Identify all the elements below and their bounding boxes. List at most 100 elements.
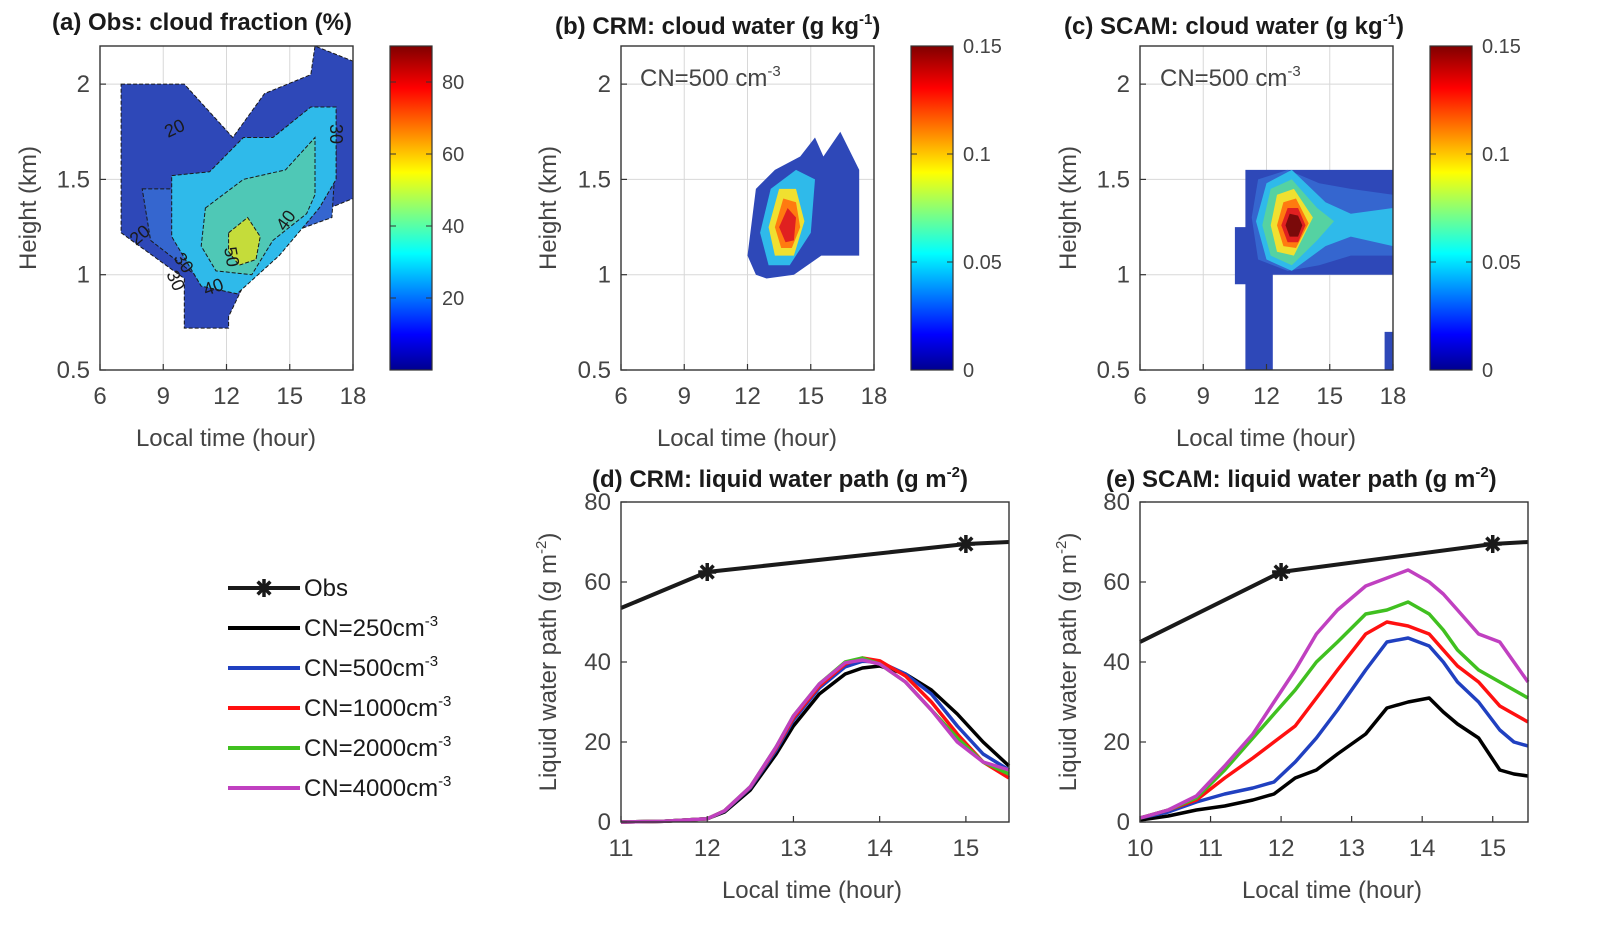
legend-label-sup: -3 [438,773,451,790]
panel-d-ticks: 11 12 13 14 15 0 20 40 60 80 [584,489,979,862]
colorbar-tick-label: 0 [963,360,974,382]
y-tick-label: 0 [1117,809,1130,836]
y-tick-label: 0.5 [578,357,611,384]
legend-label-sup: -3 [425,653,438,670]
legend-label: CN=2000cm-3 [304,733,451,762]
x-tick-label: 11 [609,835,634,862]
x-tick-label: 14 [866,835,893,862]
colorbar-tick-label: 40 [442,216,464,238]
contour-label: 30 [326,124,346,144]
panel-b-annotation: CN=500 cm-3 [640,63,781,92]
obs-marker [1483,535,1502,553]
y-tick-label: 1 [77,262,90,289]
x-tick-label: 12 [1268,835,1295,862]
contour-region [779,208,796,243]
obs-marker [255,579,273,597]
panel-c-ticks: 6 9 12 15 18 0.5 1 1.5 2 [1097,71,1407,410]
series-line-cn-4000cm-3 [620,658,1010,824]
y-tick-label: 2 [77,71,90,98]
y-tick-label: 1 [598,262,611,289]
legend-item: CN=1000cm-3 [228,693,451,722]
y-tick-label: 80 [584,489,611,516]
colorbar-tick-label: 80 [442,72,464,94]
x-tick-label: 18 [340,383,367,410]
contour-label: 50 [220,245,243,268]
legend-label-text: CN=4000cm [304,775,438,802]
x-tick-label: 13 [1338,835,1365,862]
colorbar-tick-label: 60 [442,144,464,166]
panel-e-title: (e) SCAM: liquid water path (g m-2) [1106,464,1497,493]
panel-e-ylabel: Liquid water path (g m-2) [1053,533,1082,792]
x-tick-label: 13 [780,835,807,862]
panel-d-plot [620,535,1011,824]
panel-d: (d) CRM: liquid water path (g m-2) 11 12 1… [533,464,1011,904]
panel-b-colorbar [910,45,954,371]
colorbar-tick-label: 0.05 [1482,252,1521,274]
x-tick-label: 15 [797,383,824,410]
legend-item: CN=250cm-3 [228,613,438,642]
y-tick-label: 20 [1103,729,1130,756]
panel-e-ticks: 10 11 12 13 14 15 0 20 40 60 80 [1103,489,1506,862]
legend-label-sup: -3 [438,733,451,750]
panel-c-ylabel: Height (km) [1055,146,1082,270]
x-tick-label: 6 [614,383,627,410]
legend-label-text: CN=250cm [304,615,425,642]
series-line-cn-250cm-3 [1139,696,1529,822]
panel-d-xlabel: Local time (hour) [722,877,902,904]
series-line-obs [1139,540,1529,644]
x-tick-label: 15 [953,835,980,862]
panel-a-colorbar [389,45,433,371]
y-tick-label: 60 [584,569,611,596]
colorbar-tick-label: 0.05 [963,252,1002,274]
legend-item: CN=2000cm-3 [228,733,451,762]
panel-a-title: (a) Obs: cloud fraction (%) [52,9,352,36]
x-tick-label: 18 [1380,383,1407,410]
x-tick-label: 12 [694,835,721,862]
x-tick-label: 9 [1197,383,1210,410]
panel-d-frame [620,501,1010,823]
panel-a-ticks: 6 9 12 15 18 0.5 1 1.5 2 [57,71,367,410]
legend-label: CN=4000cm-3 [304,773,451,802]
x-tick-label: 12 [734,383,761,410]
contour-region [1285,213,1303,237]
panel-b-contours [747,131,860,279]
panel-c-xlabel: Local time (hour) [1176,425,1356,452]
panel-c-contours [1234,169,1393,370]
x-tick-label: 6 [1133,383,1146,410]
legend-label: CN=500cm-3 [304,653,438,682]
legend-item: CN=500cm-3 [228,653,438,682]
x-tick-label: 15 [1316,383,1343,410]
legend: ObsCN=250cm-3CN=500cm-3CN=1000cm-3CN=200… [228,575,451,802]
legend-label-sup: -3 [425,613,438,630]
series-line-cn-2000cm-3 [1139,600,1529,820]
colorbar-tick-label: 20 [442,288,464,310]
y-tick-label: 40 [1103,649,1130,676]
series-line-cn-2000cm-3 [620,656,1010,824]
y-tick-label: 0.5 [1097,357,1130,384]
y-tick-label: 0 [598,809,611,836]
panel-a: (a) Obs: cloud fraction (%) 6 9 12 15 180.51… [15,9,464,452]
y-tick-label: 0.5 [57,357,90,384]
panel-e-xlabel: Local time (hour) [1242,877,1422,904]
panel-a-colorbar-ticks: 20 40 60 80 [390,72,464,310]
x-tick-label: 14 [1409,835,1436,862]
panel-e: (e) SCAM: liquid water path (g m-2) 10 11… [1053,464,1530,904]
colorbar-tick-label: 0.1 [963,144,991,166]
panel-c-colorbar [1429,45,1473,371]
panel-b-ylabel: Height (km) [535,146,562,270]
colorbar-tick-label: 0.15 [963,36,1002,58]
panel-b-ticks: 6 9 12 15 18 0.5 1 1.5 2 [578,71,888,410]
legend-label: Obs [304,575,348,602]
panel-b: (b) CRM: cloud water (g kg-1) 6 9 12 15 180.… [535,11,1002,452]
series-line-cn-1000cm-3 [620,656,1010,824]
x-tick-label: 11 [1198,835,1223,862]
y-tick-label: 1.5 [1097,166,1130,193]
series-line-cn-1000cm-3 [1139,620,1529,820]
legend-label: CN=1000cm-3 [304,693,451,722]
y-tick-label: 1.5 [57,166,90,193]
panel-d-ylabel: Liquid water path (g m-2) [533,533,562,792]
x-tick-label: 12 [213,383,240,410]
series-line-cn-4000cm-3 [1139,568,1530,820]
x-tick-label: 9 [678,383,691,410]
